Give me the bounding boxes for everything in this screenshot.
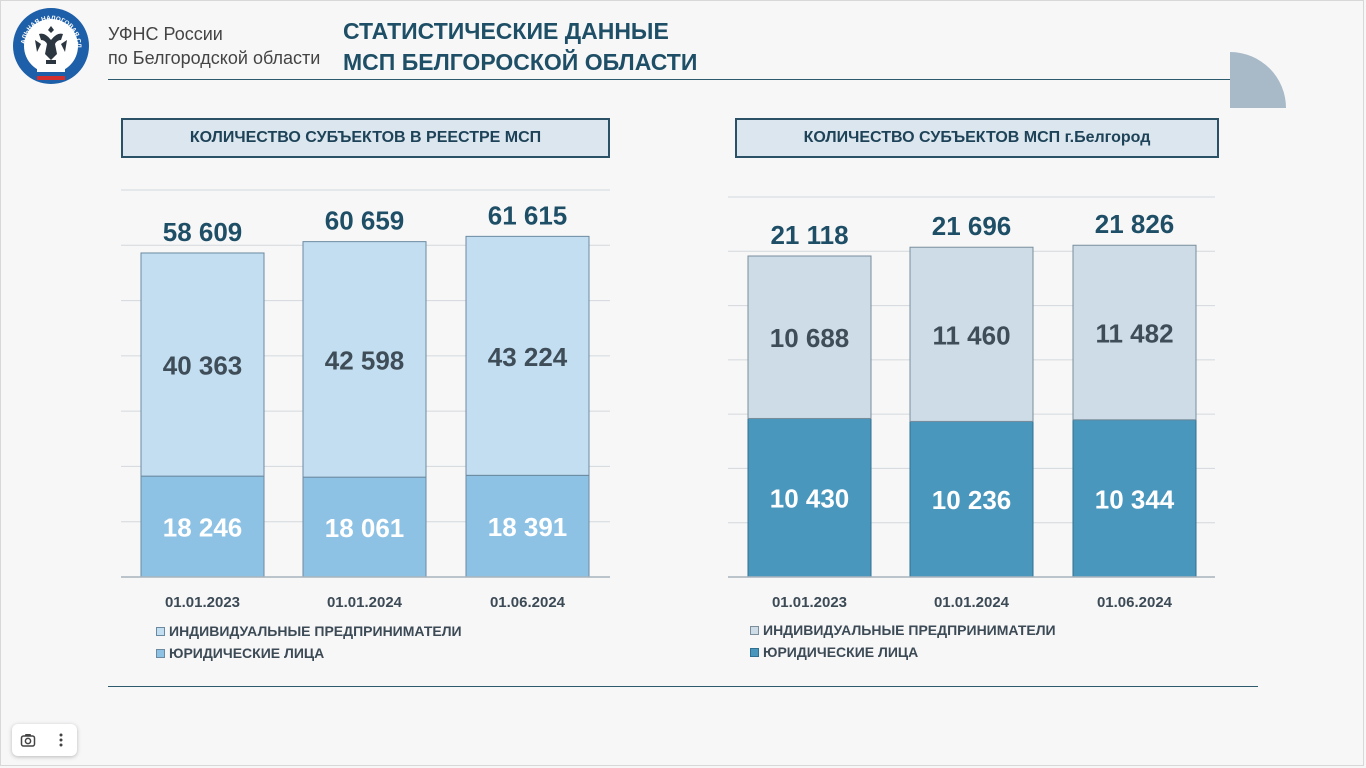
fns-logo: ФЕДЕРАЛЬНАЯ НАЛОГОВАЯ СЛУЖБА — [7, 1, 91, 86]
total-label: 60 659 — [325, 206, 405, 236]
legend-item: ИНДИВИДУАЛЬНЫЕ ПРЕДПРИНИМАТЕЛИ — [750, 619, 1056, 641]
data-label-ul: 10 430 — [770, 484, 850, 514]
legend-label: ИНДИВИДУАЛЬНЫЕ ПРЕДПРИНИМАТЕЛИ — [763, 622, 1056, 638]
legend-label: ЮРИДИЧЕСКИЕ ЛИЦА — [763, 644, 919, 660]
bar-segment-ip — [909, 246, 1034, 422]
bar-segment-ip — [1072, 244, 1197, 421]
data-label-ul: 18 061 — [325, 513, 405, 543]
bar-segment-ip — [465, 235, 590, 476]
bar-segment-ul — [140, 475, 265, 578]
legend-label: ИНДИВИДУАЛЬНЫЕ ПРЕДПРИНИМАТЕЛИ — [169, 623, 462, 639]
chart-belgorod: 10 688 10 430 21 118 01.01.2023 11 460 10 236… — [728, 180, 1217, 620]
data-label-ip: 11 482 — [1095, 319, 1173, 349]
x-tick-label: 01.01.2023 — [165, 594, 240, 611]
bar-segment-ul — [909, 420, 1034, 578]
camera-icon[interactable] — [15, 727, 41, 753]
organization-name: УФНС России по Белгородской области — [108, 22, 320, 70]
header-divider — [108, 79, 1258, 80]
legend-swatch — [156, 648, 165, 658]
page-title-line-1: СТАТИСТИЧЕСКИЕ ДАННЫЕ — [343, 18, 669, 44]
total-label: 21 118 — [770, 220, 848, 250]
data-label-ip: 42 598 — [325, 345, 405, 375]
legend-swatch — [750, 647, 759, 657]
data-label-ip: 43 224 — [488, 342, 568, 372]
footer-divider — [108, 686, 1258, 687]
legend-item: ИНДИВИДУАЛЬНЫЕ ПРЕДПРИНИМАТЕЛИ — [156, 620, 462, 642]
x-tick-label: 01.01.2024 — [934, 594, 1010, 611]
x-tick-label: 01.06.2024 — [490, 594, 566, 611]
bar-segment-ul — [465, 474, 590, 578]
viewer-toolbar — [12, 724, 77, 756]
data-label-ul: 18 246 — [163, 513, 243, 543]
org-line-2: по Белгородской области — [108, 48, 321, 68]
chart-registry: 40 363 18 246 58 609 01.01.2023 42 598 18 061… — [121, 180, 610, 620]
data-label-ul: 10 344 — [1095, 484, 1175, 514]
bar-segment-ip — [747, 255, 872, 419]
bar-segment-ip — [140, 252, 265, 477]
bar-segment-ul — [302, 476, 427, 578]
data-label-ip: 11 460 — [932, 320, 1010, 350]
x-tick-label: 01.01.2024 — [327, 594, 403, 611]
total-label: 21 696 — [932, 211, 1012, 241]
data-label-ip: 10 688 — [770, 323, 850, 353]
legend-item: ЮРИДИЧЕСКИЕ ЛИЦА — [750, 641, 1056, 663]
bar-segment-ip — [302, 241, 427, 478]
data-label-ul: 10 236 — [932, 485, 1012, 515]
data-label-ip: 40 363 — [163, 351, 243, 381]
legend-label: ЮРИДИЧЕСКИЕ ЛИЦА — [169, 645, 325, 661]
x-tick-label: 01.06.2024 — [1097, 594, 1173, 611]
total-label: 58 609 — [163, 217, 243, 247]
legend-item: ЮРИДИЧЕСКИЕ ЛИЦА — [156, 642, 462, 664]
decorative-quarter-circle — [1230, 52, 1286, 108]
bar-segment-ul — [747, 417, 872, 578]
more-vertical-icon[interactable] — [48, 727, 74, 753]
data-label-ul: 18 391 — [488, 512, 568, 542]
chart-title-registry: КОЛИЧЕСТВО СУБЪЕКТОВ В РЕЕСТРЕ МСП — [121, 118, 610, 158]
legend-swatch — [750, 625, 759, 635]
total-label: 21 826 — [1095, 209, 1175, 239]
page-title: СТАТИСТИЧЕСКИЕ ДАННЫЕ МСП БЕЛГОРОСКОЙ ОБ… — [343, 16, 697, 78]
legend-swatch — [156, 626, 165, 636]
x-tick-label: 01.01.2023 — [772, 594, 847, 611]
org-line-1: УФНС России — [108, 24, 223, 44]
page-title-line-2: МСП БЕЛГОРОСКОЙ ОБЛАСТИ — [343, 49, 698, 75]
total-label: 61 615 — [488, 200, 568, 230]
chart-title-belgorod: КОЛИЧЕСТВО СУБЪЕКТОВ МСП г.Белгород — [735, 118, 1219, 158]
legend-registry: ИНДИВИДУАЛЬНЫЕ ПРЕДПРИНИМАТЕЛИ ЮРИДИЧЕСКИ… — [156, 620, 462, 664]
legend-belgorod: ИНДИВИДУАЛЬНЫЕ ПРЕДПРИНИМАТЕЛИ ЮРИДИЧЕСКИ… — [750, 619, 1056, 663]
